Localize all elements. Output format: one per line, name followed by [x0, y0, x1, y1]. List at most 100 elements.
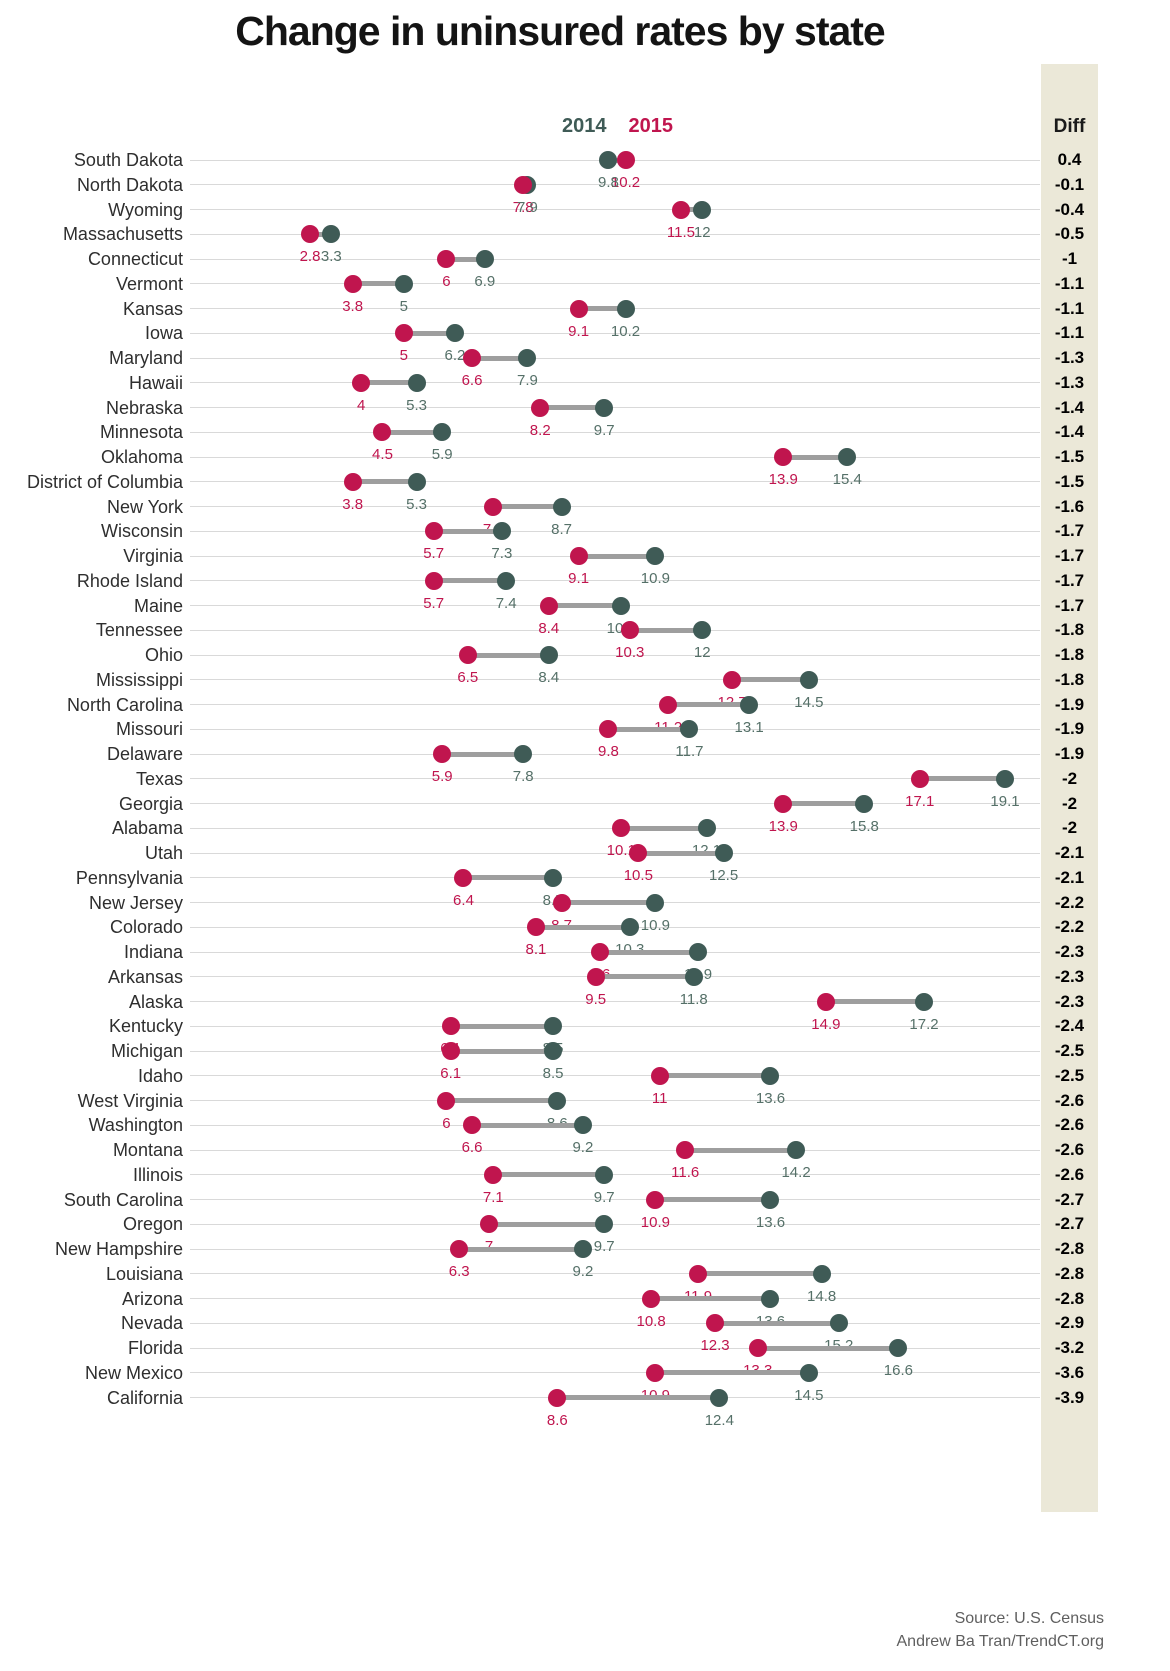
diff-value: -2.6 — [1054, 1115, 1085, 1135]
dumbbell-connector — [352, 479, 417, 485]
dot-2014 — [914, 992, 933, 1011]
dot-2015 — [454, 868, 473, 887]
diff-value: -3.9 — [1054, 1387, 1085, 1407]
value-label-2014: 14.8 — [807, 1287, 837, 1305]
dot-2015 — [671, 200, 690, 219]
state-label: Vermont — [115, 273, 183, 294]
value-label-2014: 15.8 — [849, 817, 879, 835]
value-label-2014: 3.3 — [320, 248, 342, 266]
value-label-2015: 9.8 — [598, 743, 619, 761]
value-label-2015: 17.1 — [905, 792, 935, 810]
value-label-2015: 6.6 — [461, 1139, 483, 1157]
row-gridline — [190, 407, 1040, 408]
dot-2014 — [595, 1165, 614, 1184]
dot-2015 — [343, 274, 362, 293]
dot-2014 — [548, 1091, 567, 1110]
state-label: Virginia — [123, 546, 183, 566]
state-label: Michigan — [110, 1041, 183, 1061]
dumbbell-connector — [493, 504, 562, 509]
dot-2014 — [544, 1017, 563, 1036]
value-label-2014: 14.5 — [794, 1386, 824, 1404]
value-label-2015: 6.5 — [457, 669, 479, 686]
chart-footer: Source: U.S. Census Andrew Ba Tran/Trend… — [897, 1607, 1105, 1653]
value-label-2014: 13.6 — [755, 1213, 786, 1231]
diff-value: -2.5 — [1054, 1065, 1085, 1085]
value-label-2015: 13.9 — [768, 471, 798, 488]
value-label-2015: 10.2 — [610, 174, 641, 191]
value-label-2015: 4.5 — [372, 446, 393, 464]
row-gridline — [190, 209, 1040, 210]
dot-2014 — [539, 646, 558, 664]
dot-2014 — [475, 250, 494, 268]
row-gridline — [190, 1124, 1040, 1126]
diff-value: -1.1 — [1054, 298, 1085, 318]
state-label: New York — [106, 496, 183, 517]
dot-2014 — [710, 1388, 729, 1407]
row-gridline — [190, 778, 1040, 780]
dumbbell-connector — [655, 1370, 809, 1376]
dumbbell-connector — [310, 231, 332, 237]
dumbbell-connector — [467, 652, 549, 658]
dot-2014 — [612, 596, 631, 615]
row-gridline — [190, 481, 1040, 483]
diff-value: -0.1 — [1054, 174, 1085, 194]
row-gridline — [190, 753, 1040, 755]
value-label-2014: 11.7 — [675, 743, 704, 761]
state-label: Utah — [144, 843, 183, 863]
state-label: Maine — [133, 595, 183, 616]
state-label: Massachusetts — [62, 224, 183, 245]
diff-value: -2.6 — [1054, 1090, 1085, 1110]
chart-legend: 2014 2015 — [562, 115, 673, 138]
dot-2015 — [689, 1264, 707, 1283]
diff-value: -1.8 — [1054, 645, 1085, 664]
value-label-2015: 9.5 — [585, 990, 607, 1008]
diff-value: -1.1 — [1054, 323, 1085, 343]
dot-2015 — [441, 1017, 460, 1036]
dot-2015 — [616, 151, 635, 169]
dumbbell-connector — [629, 627, 703, 633]
diff-value: -2.2 — [1054, 892, 1085, 912]
row-gridline — [190, 1100, 1040, 1101]
dot-2015 — [531, 398, 550, 417]
value-label-2015: 12.3 — [700, 1337, 730, 1355]
value-label-2015: 11 — [651, 1089, 668, 1107]
value-label-2015: 8.4 — [538, 619, 560, 637]
dumbbell-connector — [578, 306, 626, 311]
dumbbell-connector — [540, 405, 605, 410]
diff-value: -2 — [1061, 768, 1078, 788]
value-label-2015: 3.8 — [342, 297, 364, 315]
dumbbell-connector — [608, 726, 690, 732]
value-label-2015: 6 — [442, 1114, 451, 1132]
value-label-2014: 6.9 — [474, 273, 496, 290]
dumbbell-connector — [433, 578, 507, 584]
dot-2015 — [437, 250, 456, 268]
state-label: Maryland — [108, 348, 183, 368]
value-label-2014: 17.2 — [909, 1015, 939, 1033]
diff-value: -2.8 — [1054, 1263, 1085, 1283]
dumbbell-connector — [651, 1296, 771, 1301]
dot-2014 — [620, 918, 639, 937]
diff-column-band — [1041, 64, 1098, 1512]
diff-value: -2.5 — [1054, 1041, 1085, 1060]
diff-value: -2.2 — [1054, 917, 1085, 937]
diff-value: -1.1 — [1054, 273, 1085, 293]
row-gridline — [190, 1372, 1040, 1374]
dot-2015 — [373, 423, 392, 442]
dot-2015 — [646, 1363, 665, 1382]
dumbbell-connector — [668, 702, 750, 707]
value-label-2014: 8.5 — [542, 1065, 564, 1082]
state-label: California — [106, 1387, 183, 1408]
dot-2014 — [740, 695, 759, 714]
source-text: Source: U.S. Census — [954, 1610, 1104, 1627]
row-gridline — [190, 1050, 1040, 1052]
dot-2015 — [548, 1388, 567, 1407]
value-label-2015: 6.3 — [448, 1263, 470, 1280]
value-label-2014: 8.7 — [551, 520, 572, 538]
dot-2015 — [343, 472, 362, 491]
value-label-2014: 8.4 — [538, 669, 560, 686]
dot-2015 — [774, 448, 793, 466]
state-label: New Mexico — [84, 1362, 183, 1383]
state-label: South Carolina — [63, 1189, 183, 1210]
dot-2014 — [761, 1066, 780, 1085]
